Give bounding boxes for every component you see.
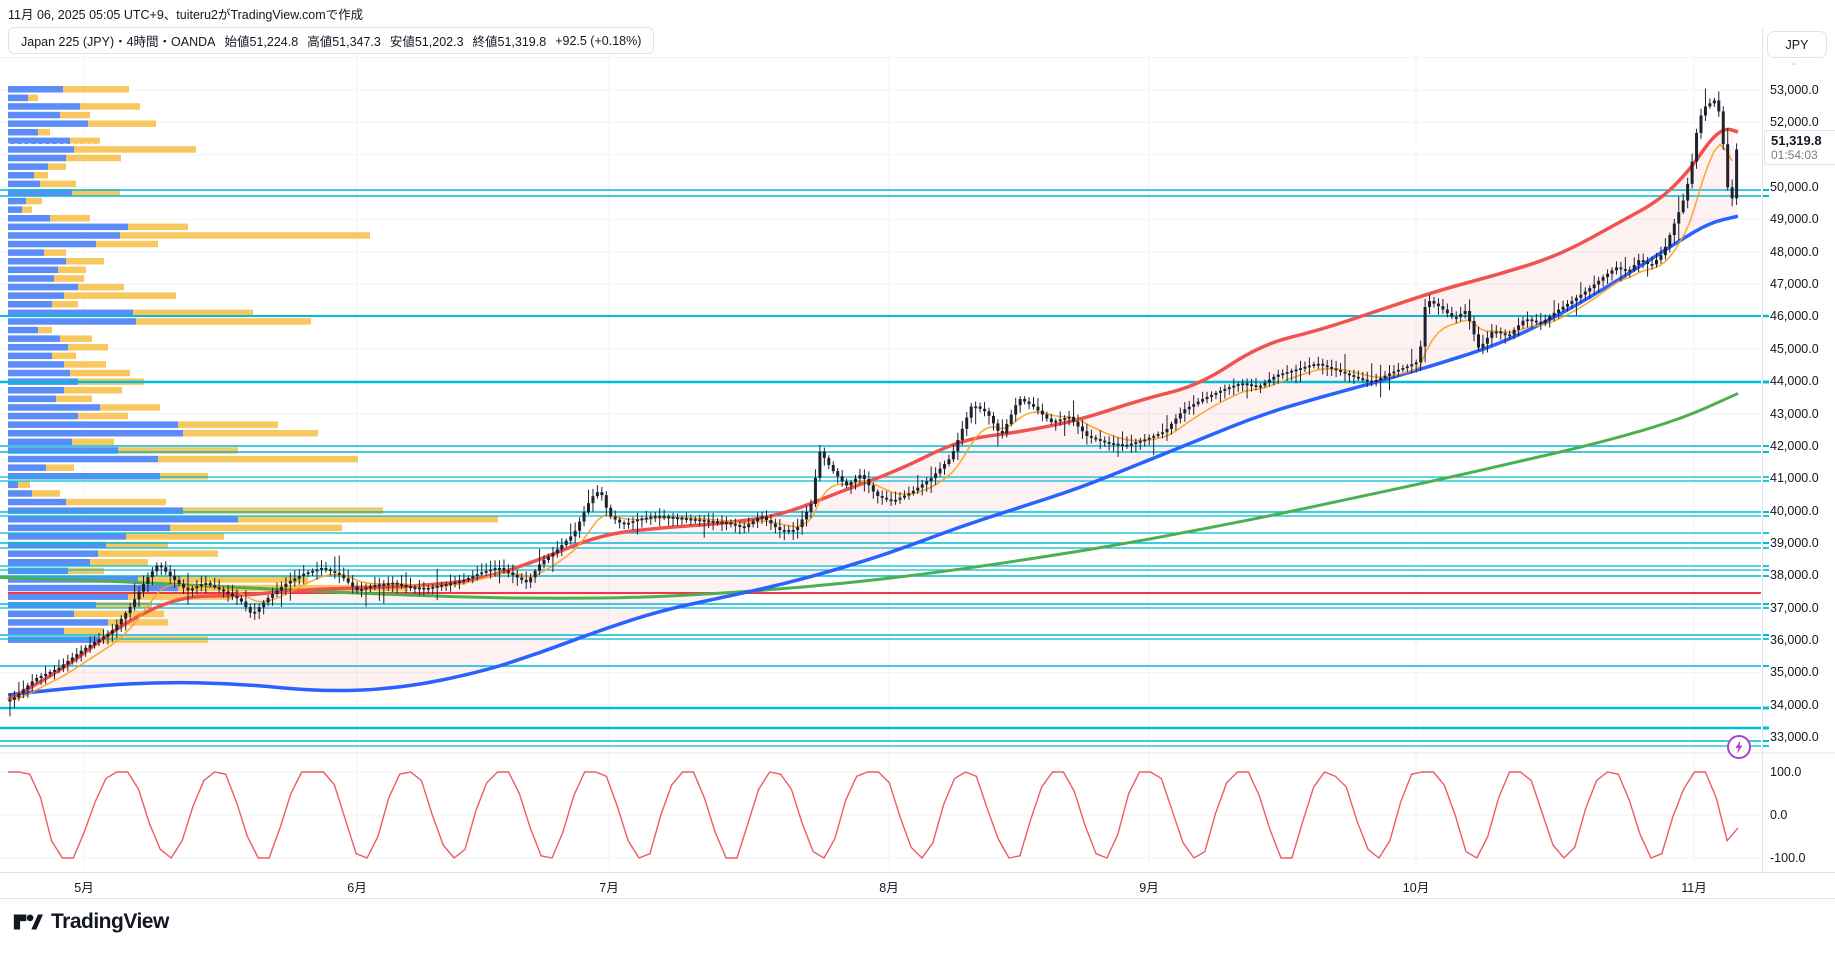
tradingview-logo-text: TradingView [51,910,169,933]
legend-ohlc-始値: 始値51,224.8 [224,35,299,49]
price-axis-label: 46,000.0 [1770,309,1819,324]
legend-title: Japan 225 (JPY)・4時間・OANDA [21,35,216,49]
price-axis-label: 43,000.0 [1770,406,1819,421]
ma-green-line [0,392,1739,600]
last-price-value: 51,319.8 [1771,133,1822,148]
oscillator-line [8,771,1739,860]
last-price-badge: 51,319.8 01:54:03 [1764,130,1835,165]
time-axis-label: 10月 [1402,881,1430,895]
legend-ohlc-高値: 高値51,347.3 [307,35,381,49]
price-axis-label: 42,000.0 [1770,438,1819,453]
price-axis-label: 44,000.0 [1770,374,1819,389]
time-axis[interactable]: 5月 6月 7月 8月 9月 10月 11月 [0,872,1835,899]
price-axis-label: 39,000.0 [1770,535,1819,550]
price-axis-border [1762,28,1763,897]
price-axis-label: 38,000.0 [1770,568,1819,583]
price-axis-label: 48,000.0 [1770,244,1819,259]
axis-dash: - [1792,58,1796,70]
candles [8,88,1739,717]
oscillator-axis-label: 100.0 [1770,765,1802,779]
flash-icon[interactable] [1727,735,1751,759]
footer: TradingView [13,910,169,934]
price-axis-label: 35,000.0 [1770,665,1819,680]
volume-profile [8,86,498,643]
price-axis-label: 37,000.0 [1770,600,1819,615]
price-axis-label: 49,000.0 [1770,212,1819,227]
time-axis-label: 7月 [599,881,619,895]
price-axis-label: 52,000.0 [1770,115,1819,130]
price-axis[interactable]: JPY - 53,000.0 52,000.0 50,000.0 49,000.0 48… [1762,0,1835,872]
ma-red-line [7,127,1739,702]
time-axis-label: 11月 [1681,881,1707,895]
price-axis-label: 34,000.0 [1770,697,1819,712]
legend-ohlc-安値: 安値51,202.3 [389,35,464,49]
time-axis-label: 8月 [879,881,899,895]
snapshot-attribution: 11月 06, 2025 05:05 UTC+9、tuiteru2がTradin… [8,8,364,22]
support-resistance-lines [0,189,1761,747]
price-axis-label: 50,000.0 [1770,180,1819,195]
price-axis-label: 45,000.0 [1770,341,1819,356]
time-axis-label: 6月 [347,881,367,895]
legend-ohlc-values: 始値51,224.8 高値51,347.3 安値51,202.3 終値51,319.8 [225,31,547,50]
time-axis-label: 5月 [74,881,94,895]
currency-button[interactable]: JPY [1767,31,1827,58]
symbol-legend[interactable]: Japan 225 (JPY)・4時間・OANDA 始値51,224.8 高値51… [8,27,655,54]
time-axis-label: 9月 [1139,881,1159,895]
bar-countdown: 01:54:03 [1771,148,1818,162]
oscillator-axis-label: 0.0 [1770,808,1788,822]
price-chart-canvas[interactable] [0,0,1835,872]
ma-band-fill [8,130,1738,700]
legend-ohlc-終値: 終値51,319.8 [472,35,547,49]
price-axis-label: 33,000.0 [1770,730,1819,744]
ema-orange-line [9,143,1733,701]
price-axis-label: 53,000.0 [1770,83,1819,97]
price-axis-label: 47,000.0 [1770,277,1819,292]
oscillator-axis-label: -100.0 [1770,851,1806,865]
tradingview-logo-icon [13,914,43,930]
ma-blue-line [7,214,1739,697]
tradingview-logo[interactable]: TradingView [13,910,169,934]
legend-change: +92.5 (+0.18%) [555,33,642,48]
price-axis-label: 36,000.0 [1770,632,1819,647]
price-axis-label: 40,000.0 [1770,503,1819,518]
price-axis-label: 41,000.0 [1770,471,1819,486]
